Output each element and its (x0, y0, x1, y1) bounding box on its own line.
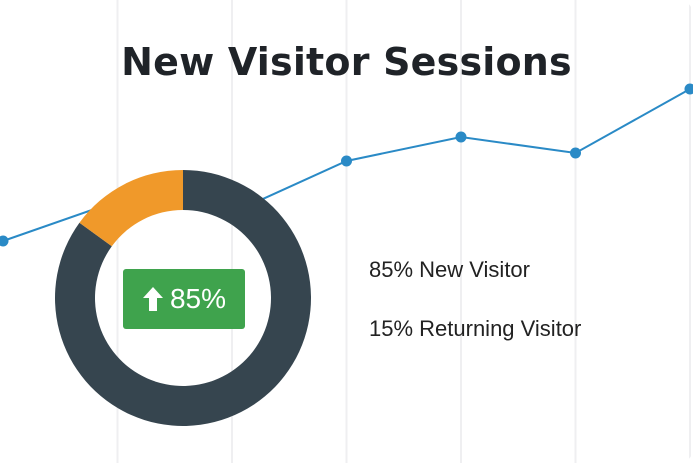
donut-slice (54, 170, 311, 426)
arrow-up-icon (142, 287, 163, 311)
data-point (455, 131, 467, 143)
badge-value: 85% (169, 283, 227, 314)
data-point (570, 147, 581, 159)
donut-slice (79, 170, 183, 247)
percent-badge: 85% (123, 269, 245, 329)
data-point (684, 83, 693, 95)
chart-title: New Visitor Sessions (121, 40, 572, 84)
legend-returning-visitor: 15% Returning Visitor (369, 316, 582, 341)
legend-new-visitor: 85% New Visitor (369, 257, 530, 282)
data-point (341, 155, 352, 167)
data-point (0, 235, 9, 247)
donut-chart (54, 170, 311, 426)
